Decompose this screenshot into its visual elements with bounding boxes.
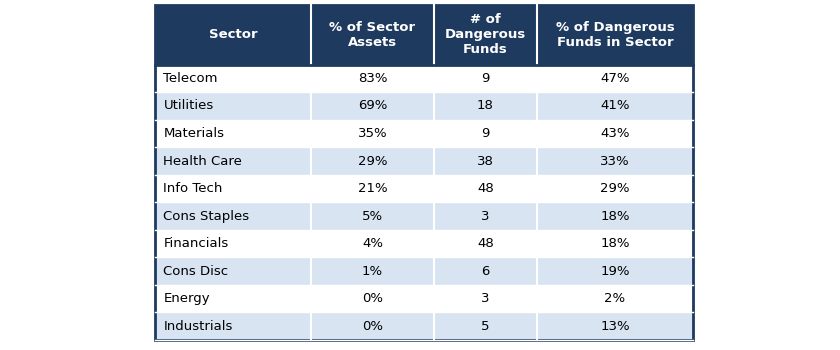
Bar [434, 230, 537, 257]
Text: 1%: 1% [362, 265, 383, 278]
Bar [155, 313, 311, 340]
Bar [155, 202, 311, 230]
Bar [537, 92, 693, 120]
Bar [434, 202, 537, 230]
Text: 18%: 18% [601, 210, 630, 223]
Bar [311, 5, 434, 65]
Text: 69%: 69% [358, 99, 387, 112]
Text: 18%: 18% [601, 237, 630, 250]
Text: 5: 5 [481, 320, 490, 333]
Text: 3: 3 [481, 292, 490, 305]
Text: 29%: 29% [601, 182, 630, 195]
Bar [155, 5, 311, 65]
Bar [537, 202, 693, 230]
Text: 2%: 2% [605, 292, 626, 305]
Text: Health Care: Health Care [164, 154, 242, 168]
Text: Sector: Sector [208, 28, 257, 41]
Text: 33%: 33% [600, 154, 630, 168]
Text: 13%: 13% [600, 320, 630, 333]
Bar [155, 257, 311, 285]
Bar [311, 202, 434, 230]
Bar [537, 175, 693, 202]
Bar [311, 65, 434, 92]
Bar [537, 5, 693, 65]
Text: 0%: 0% [362, 292, 383, 305]
Bar [434, 92, 537, 120]
Bar [537, 257, 693, 285]
Bar [434, 147, 537, 175]
Bar [155, 92, 311, 120]
Bar [537, 65, 693, 92]
Text: 21%: 21% [358, 182, 387, 195]
Text: 19%: 19% [601, 265, 630, 278]
Bar [434, 65, 537, 92]
Text: 3: 3 [481, 210, 490, 223]
Text: Energy: Energy [164, 292, 210, 305]
Text: 18: 18 [477, 99, 494, 112]
Bar [155, 285, 311, 313]
Text: Financials: Financials [164, 237, 228, 250]
Text: 38: 38 [477, 154, 494, 168]
Text: 5%: 5% [362, 210, 383, 223]
Bar [155, 120, 311, 147]
Bar [311, 230, 434, 257]
Text: Telecom: Telecom [164, 72, 218, 85]
Bar [537, 285, 693, 313]
Bar [434, 285, 537, 313]
Bar [434, 257, 537, 285]
Text: 9: 9 [481, 127, 490, 140]
Bar [155, 5, 693, 340]
Text: 29%: 29% [358, 154, 387, 168]
Text: Utilities: Utilities [164, 99, 213, 112]
Bar [155, 65, 311, 92]
Text: Industrials: Industrials [164, 320, 233, 333]
Text: Info Tech: Info Tech [164, 182, 223, 195]
Text: Materials: Materials [164, 127, 224, 140]
Bar [434, 313, 537, 340]
Text: 43%: 43% [601, 127, 630, 140]
Bar [537, 313, 693, 340]
Bar [311, 285, 434, 313]
Bar [434, 120, 537, 147]
Bar [155, 230, 311, 257]
Bar [311, 313, 434, 340]
Bar [311, 257, 434, 285]
Bar [155, 175, 311, 202]
Text: Cons Disc: Cons Disc [164, 265, 228, 278]
Text: 4%: 4% [362, 237, 383, 250]
Bar [537, 230, 693, 257]
Text: % of Sector
Assets: % of Sector Assets [329, 21, 416, 49]
Text: 0%: 0% [362, 320, 383, 333]
Text: 9: 9 [481, 72, 490, 85]
Bar [155, 147, 311, 175]
Text: 41%: 41% [601, 99, 630, 112]
Bar [311, 92, 434, 120]
Text: 6: 6 [481, 265, 490, 278]
Text: 48: 48 [477, 237, 494, 250]
Bar [311, 175, 434, 202]
Bar [434, 5, 537, 65]
Bar [311, 120, 434, 147]
Text: Cons Staples: Cons Staples [164, 210, 249, 223]
Bar [434, 175, 537, 202]
Text: 47%: 47% [601, 72, 630, 85]
Text: 35%: 35% [358, 127, 387, 140]
Bar [311, 147, 434, 175]
Bar [537, 147, 693, 175]
Text: # of
Dangerous
Funds: # of Dangerous Funds [445, 13, 526, 56]
Bar [537, 120, 693, 147]
Text: 48: 48 [477, 182, 494, 195]
Text: 83%: 83% [358, 72, 387, 85]
Text: % of Dangerous
Funds in Sector: % of Dangerous Funds in Sector [555, 21, 675, 49]
